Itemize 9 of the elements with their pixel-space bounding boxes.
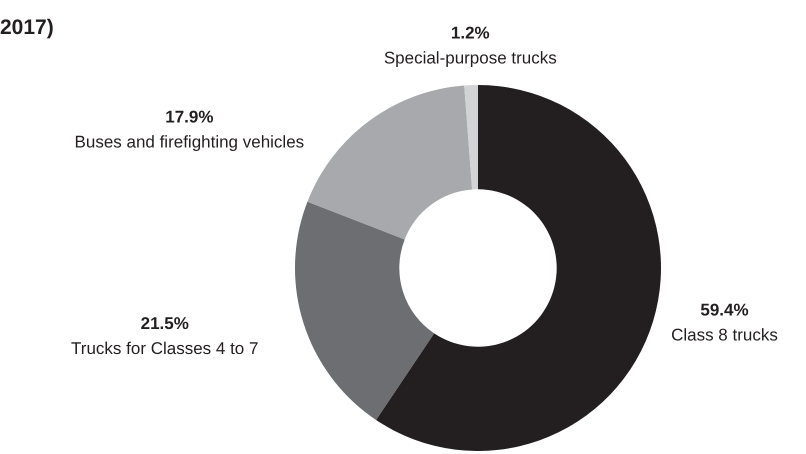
slice-label: Special-purpose trucks [384, 48, 557, 68]
slice-label: Trucks for Classes 4 to 7 [71, 339, 258, 358]
slice-label: Buses and firefighting vehicles [74, 132, 304, 152]
chart-title: 2017) [0, 16, 54, 40]
data-label: 17.9% [165, 107, 214, 126]
data-label: 21.5% [140, 314, 189, 334]
data-label: 59.4% [700, 300, 749, 320]
data-label: 1.2% [450, 24, 490, 43]
slice-label: Class 8 trucks [671, 326, 778, 345]
